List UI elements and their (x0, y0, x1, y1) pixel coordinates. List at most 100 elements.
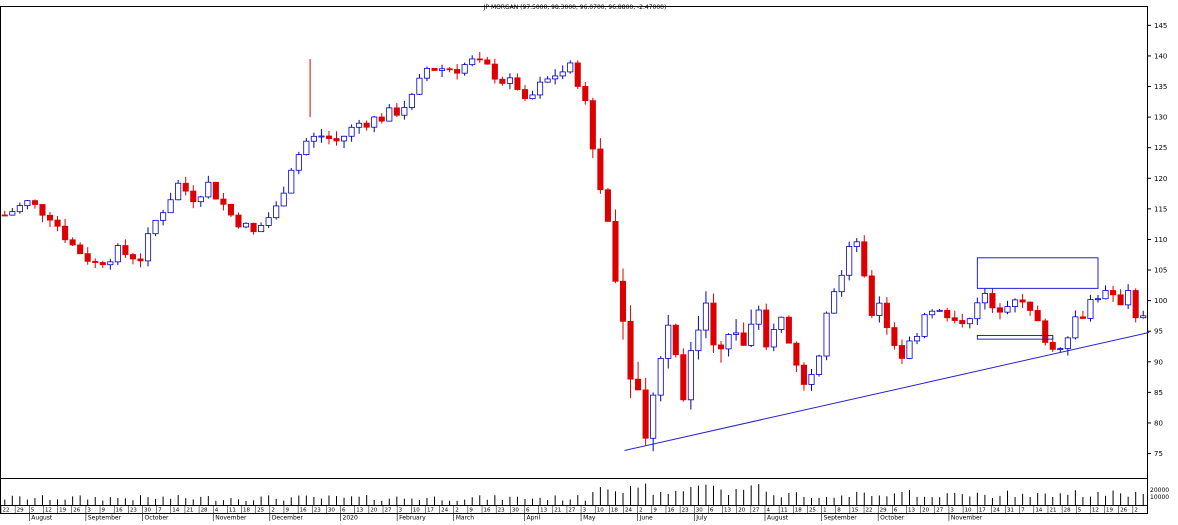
y-tick-label: 135 (1154, 83, 1167, 91)
candle-body (273, 205, 280, 219)
candle-body (635, 378, 642, 391)
day-tick-label: 22 (3, 508, 10, 514)
candle-body (205, 181, 212, 198)
candle-body (39, 204, 46, 216)
candle-body (597, 148, 604, 191)
trend-line (624, 331, 1150, 451)
candle-body (1072, 316, 1079, 339)
candle-body (846, 246, 853, 276)
candle-body (582, 86, 589, 102)
candle-body (733, 332, 740, 335)
day-tick-label: 18 (611, 508, 618, 514)
candle-body (310, 135, 317, 142)
day-tick-label: 27 (936, 508, 943, 514)
day-tick-label: 6 (526, 508, 530, 514)
day-tick-label: 7 (1021, 508, 1025, 514)
day-tick-label: 25 (809, 508, 816, 514)
day-tick-label: 8 (837, 508, 841, 514)
candle-body (619, 280, 627, 322)
day-tick-label: 9 (469, 508, 473, 514)
candle-body (99, 262, 106, 266)
candle-body (966, 318, 973, 325)
day-tick-label: 19 (1106, 508, 1113, 514)
y-tick-label: 100 (1154, 297, 1167, 305)
day-tick-label: 2 (271, 508, 275, 514)
candle-body (944, 309, 951, 319)
y-tick-label: 145 (1154, 22, 1167, 30)
day-tick-label: 12 (45, 508, 52, 514)
candle-body (1012, 299, 1019, 307)
candle-body (996, 307, 1004, 313)
day-tick-label: 4 (767, 508, 771, 514)
candle-body (627, 320, 634, 380)
candle-body (1125, 290, 1132, 306)
day-tick-label: 28 (201, 508, 208, 514)
day-tick-label: 3 (399, 508, 403, 514)
day-tick-label: 23 (314, 508, 321, 514)
candle-body (642, 389, 649, 439)
day-tick-label: 9 (653, 508, 657, 514)
candle-body (393, 107, 400, 116)
candle-body (250, 222, 257, 233)
day-tick-label: 5 (31, 508, 35, 514)
candle-body (431, 67, 438, 71)
candle-body (325, 135, 333, 139)
day-tick-label: 3 (87, 508, 91, 514)
month-label: June (639, 515, 653, 522)
day-tick-label: 3 (950, 508, 954, 514)
y-tick-label: 85 (1154, 389, 1163, 397)
annotation-box (976, 257, 1099, 289)
day-tick-label: 13 (908, 508, 915, 514)
candle-body (280, 192, 287, 207)
day-tick-label: 27 (385, 508, 392, 514)
day-tick-label: 30 (696, 508, 703, 514)
day-tick-label: 13 (540, 508, 547, 514)
candle-body (167, 199, 174, 214)
day-tick-label: 16 (300, 508, 307, 514)
candle-body (152, 219, 159, 235)
candle-body (695, 329, 702, 352)
candle-body (748, 323, 755, 346)
candle-body (16, 205, 23, 213)
candle-body (1049, 342, 1056, 350)
y-tick-label: 140 (1154, 52, 1167, 60)
day-tick-label: 17 (427, 508, 434, 514)
candle-body (544, 78, 551, 83)
candle-body (710, 302, 717, 346)
candle-body (831, 291, 838, 314)
day-tick-label: 16 (667, 508, 674, 514)
day-tick-label: 20 (922, 508, 929, 514)
day-tick-label: 10 (597, 508, 604, 514)
candle-body (778, 316, 785, 330)
day-tick-label: 30 (328, 508, 335, 514)
month-label: November (215, 515, 247, 522)
candle-body (190, 190, 197, 203)
candle-body (936, 309, 943, 312)
candle-body (160, 212, 167, 221)
candle-body (589, 100, 596, 150)
month-label: April (526, 515, 540, 522)
candle-body (665, 324, 672, 359)
candle-body (959, 320, 966, 325)
candle-body (1, 214, 8, 217)
day-tick-label: 23 (130, 508, 137, 514)
candle-body (265, 217, 272, 226)
day-tick-label: 15 (851, 508, 858, 514)
candle-body (491, 63, 498, 80)
candle-body (1102, 290, 1109, 300)
candle-body (288, 169, 295, 194)
candle-body (348, 126, 355, 137)
candle-body (883, 302, 890, 328)
day-tick-label: 26 (73, 508, 80, 514)
candle-body (24, 200, 31, 207)
candle-body (408, 93, 415, 108)
chart-title: JP MORGAN (97.5000, 98.3000, 96.0700, 96… (483, 4, 667, 11)
month-label: December (272, 515, 304, 522)
y-tick-label: 75 (1154, 450, 1163, 458)
day-tick-label: 29 (17, 508, 24, 514)
candle-body (484, 59, 491, 65)
overlays (309, 58, 1150, 451)
candle-body (416, 77, 423, 95)
volume-tick-label: 10000 (1150, 494, 1169, 501)
y-tick-label: 115 (1154, 205, 1167, 213)
